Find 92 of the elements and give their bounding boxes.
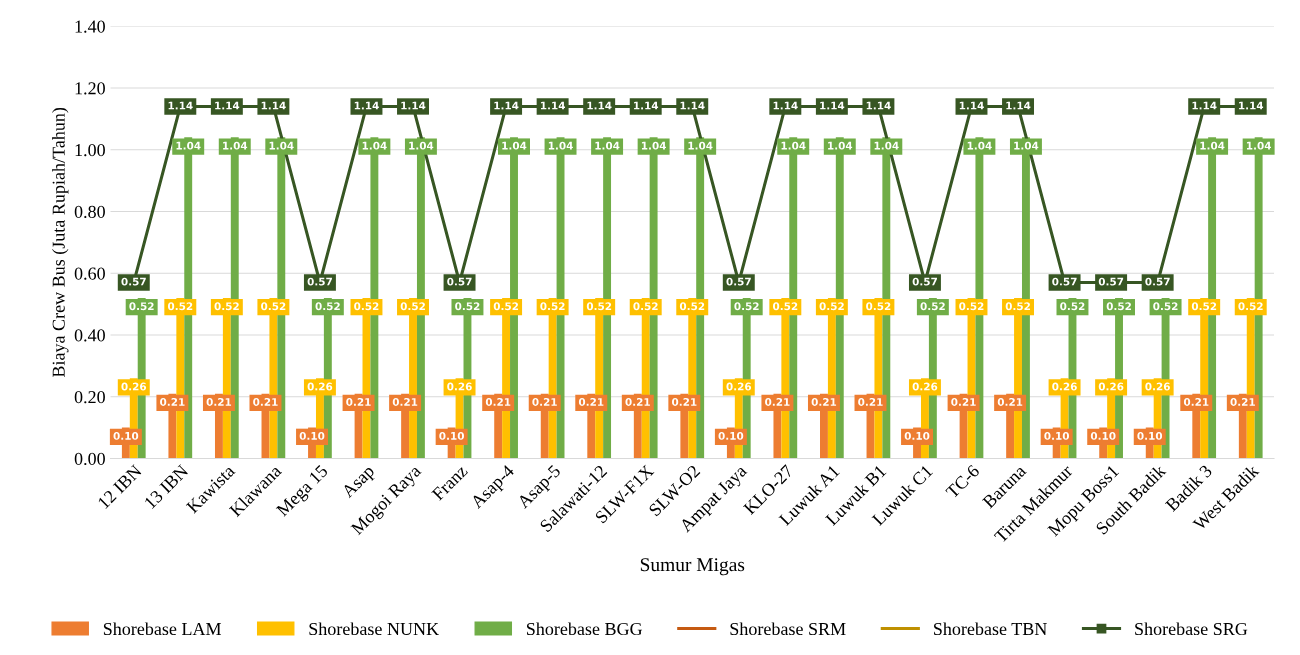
data-label: 0.21 (858, 398, 883, 406)
data-label: 0.21 (951, 398, 976, 406)
data-label: 0.52 (1153, 302, 1178, 311)
data-label: 1.04 (781, 141, 806, 150)
data-label: 0.52 (959, 302, 984, 311)
y-axis-title: Biaya Crew Bus (Juta Rupiah/Tahun) (52, 107, 69, 378)
data-label: 0.52 (586, 302, 612, 311)
data-label: 0.26 (447, 382, 472, 391)
data-label: 0.21 (625, 398, 650, 406)
data-label: 0.52 (261, 302, 286, 311)
data-label: 0.26 (726, 382, 752, 391)
data-label: 0.52 (315, 302, 340, 311)
y-tick-label: 0.00 (74, 452, 105, 466)
data-label: 0.21 (485, 398, 511, 406)
data-label: 0.52 (455, 302, 480, 311)
data-label: 0.52 (354, 302, 379, 311)
data-label: 0.52 (633, 302, 658, 311)
data-label: 1.04 (176, 141, 201, 150)
y-tick-label: 1.20 (75, 82, 105, 95)
data-label: 0.10 (904, 431, 930, 440)
legend-label: Shorebase LAM (103, 622, 222, 636)
data-label: 1.04 (548, 141, 573, 150)
data-label: 1.04 (1246, 141, 1272, 150)
x-axis-title: Sumur Migas (640, 558, 745, 576)
data-label: 1.04 (828, 141, 853, 150)
data-label: 1.04 (1014, 141, 1039, 150)
y-tick-label: 1.40 (75, 20, 105, 33)
y-tick-label: 0.80 (74, 205, 105, 218)
data-label: 0.52 (1191, 302, 1217, 311)
data-label: 1.04 (362, 141, 387, 150)
data-label: 0.10 (718, 431, 744, 440)
data-label: 0.26 (121, 382, 147, 391)
data-label: 0.52 (1238, 302, 1263, 311)
x-tick-label: 12 IBN (97, 464, 143, 510)
data-label: 0.52 (167, 302, 193, 311)
legend-label: Shorebase SRG (1135, 622, 1248, 636)
data-label: 0.10 (1044, 431, 1070, 440)
data-label: 0.21 (671, 398, 697, 406)
data-label: 0.52 (866, 302, 891, 311)
data-label: 1.04 (409, 141, 434, 150)
data-label: 1.04 (967, 141, 992, 150)
data-label: 0.21 (578, 398, 604, 406)
data-label: 0.52 (1106, 302, 1131, 311)
data-label: 0.10 (439, 431, 464, 440)
data-label: 0.21 (1183, 398, 1209, 406)
data-label: 0.10 (113, 431, 139, 440)
data-label: 0.52 (214, 302, 239, 311)
data-label: 0.21 (160, 398, 185, 406)
data-label: 0.52 (1060, 302, 1085, 311)
data-label: 0.52 (679, 302, 705, 311)
data-label: 0.21 (997, 398, 1023, 406)
data-label: 0.52 (1005, 302, 1030, 311)
data-label: 0.21 (532, 398, 557, 406)
y-tick-label: 0.60 (74, 267, 105, 280)
data-label: 0.21 (206, 398, 232, 406)
y-tick-label: 0.20 (74, 391, 105, 404)
data-label: 1.04 (1200, 141, 1225, 150)
data-label: 1.04 (269, 141, 294, 150)
legend-label: Shorebase TBN (934, 622, 1047, 636)
legend-label: Shorebase NUNK (309, 622, 439, 636)
data-label: 0.26 (307, 382, 333, 391)
data-label: 0.10 (1137, 431, 1163, 440)
data-label: 0.10 (1090, 431, 1116, 440)
data-label: 0.21 (765, 398, 790, 406)
data-label: 0.21 (1230, 398, 1255, 406)
data-label: 0.52 (493, 302, 519, 311)
data-label: 0.21 (392, 398, 418, 406)
data-label: 0.21 (346, 398, 371, 406)
data-label: 0.52 (819, 302, 844, 311)
data-label: 0.21 (253, 398, 278, 406)
y-tick-label: 0.40 (74, 329, 105, 342)
data-label: 0.26 (912, 382, 938, 391)
data-label: 0.26 (1145, 382, 1170, 391)
data-label: 0.10 (299, 431, 325, 440)
data-label: 0.52 (772, 302, 798, 311)
data-label: 0.52 (129, 302, 154, 311)
data-label: 0.26 (1098, 382, 1124, 391)
data-label: 0.52 (920, 302, 945, 311)
data-label: 0.52 (540, 302, 565, 311)
data-label: 1.04 (874, 141, 899, 150)
data-label: 1.04 (641, 141, 666, 150)
y-tick-label: 1.00 (75, 143, 105, 157)
data-label: 1.04 (223, 141, 248, 150)
data-label: 0.52 (734, 302, 759, 311)
legend-label: Shorebase SRM (730, 622, 846, 636)
legend-label: Shorebase BGG (526, 622, 643, 636)
data-label: 1.04 (502, 141, 527, 150)
data-label: 1.04 (688, 141, 713, 150)
data-label: 0.26 (1052, 382, 1077, 391)
data-label: 0.52 (400, 302, 425, 311)
data-label: 0.21 (811, 398, 837, 406)
data-label: 1.04 (595, 141, 620, 150)
